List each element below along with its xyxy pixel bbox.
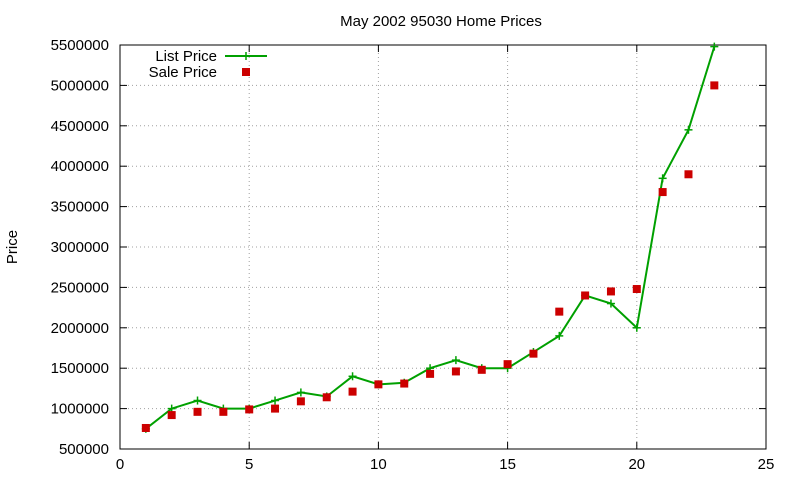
sale-price-point [296,397,305,406]
sale-price-point [219,407,228,416]
y-tick-label: 500000 [59,441,109,458]
sale-price-point [322,393,331,402]
sale-price-point [503,360,512,369]
y-tick-label: 1500000 [51,360,109,377]
sale-price-point [271,404,280,413]
x-tick-label: 15 [499,456,516,473]
legend-symbol-sale-price [242,68,250,76]
y-tick-label: 2000000 [51,320,109,337]
sale-price-point [400,379,409,388]
list-price-point [451,356,460,365]
sale-price-point [710,81,719,90]
list-price-point [555,331,564,340]
list-price-point [271,396,280,405]
list-price-point [632,323,641,332]
sale-price-point [451,367,460,376]
y-tick-label: 3000000 [51,239,109,256]
legend-marker-list-price [242,52,250,60]
list-price-point [658,174,667,183]
sale-price-point [141,423,150,432]
y-tick-label: 5500000 [51,37,109,54]
x-tick-label: 20 [628,456,645,473]
list-price-point [193,396,202,405]
y-tick-label: 5000000 [51,77,109,94]
x-tick-label: 10 [370,456,387,473]
legend-marker-sale-price [242,68,250,76]
sale-price-point [632,285,641,294]
y-tick-label: 3500000 [51,199,109,216]
y-tick-label: 4500000 [51,118,109,135]
list-price-point [606,299,615,308]
sale-price-point [658,188,667,197]
sale-price-point [245,405,254,414]
legend-label-sale-price: Sale Price [149,64,217,81]
list-price-point [684,125,693,134]
sale-price-point [555,307,564,316]
sale-price-point [374,380,383,389]
legend: List Price Sale Price [149,48,267,81]
list-price-point [296,388,305,397]
y-tick-label: 2500000 [51,279,109,296]
sale-price-point [529,349,538,358]
sale-price-point [193,407,202,416]
chart-title: May 2002 95030 Home Prices [340,13,542,30]
legend-symbol-list-price [225,52,267,60]
sale-price-point [477,365,486,374]
sale-price-point [167,411,176,420]
y-tick-label: 4000000 [51,158,109,175]
sale-price-point [348,387,357,396]
list-price-point [710,42,719,51]
sale-price-point [606,287,615,296]
sale-price-point [684,170,693,179]
y-tick-label: 1000000 [51,401,109,418]
axes: 0 5 10 15 20 25 500000 1000000 1500000 2000000 250… [51,37,775,473]
grid [120,45,766,449]
y-axis-label: Price [4,230,21,264]
sale-price-point [581,291,590,300]
list-price-point [348,372,357,381]
legend-label-list-price: List Price [155,48,217,65]
x-tick-label: 25 [758,456,775,473]
series-layer [141,42,719,433]
sale-price-point [426,369,435,378]
x-tick-label: 0 [116,456,124,473]
x-tick-label: 5 [245,456,253,473]
